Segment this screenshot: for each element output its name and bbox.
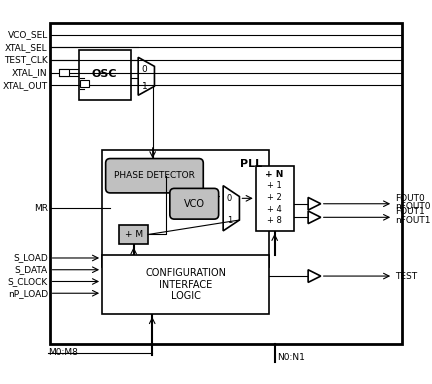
Text: 1: 1	[142, 82, 147, 91]
Text: + N: + N	[266, 170, 284, 179]
Text: + 1: + 1	[267, 181, 282, 190]
Text: + 8: + 8	[267, 217, 282, 225]
Bar	[80, 80, 89, 87]
Text: PLL: PLL	[240, 159, 262, 169]
Text: + 2: + 2	[267, 193, 282, 202]
Bar	[102, 255, 269, 314]
Text: VCO: VCO	[184, 199, 205, 209]
Text: N0:N1: N0:N1	[277, 353, 305, 362]
Text: XTAL_OUT: XTAL_OUT	[3, 81, 48, 90]
Text: FOUT0: FOUT0	[395, 194, 425, 203]
Text: XTAL_SEL: XTAL_SEL	[5, 43, 48, 52]
Text: XTAL_IN: XTAL_IN	[12, 68, 48, 77]
Bar	[256, 166, 294, 231]
Bar	[119, 225, 148, 245]
Text: OSC: OSC	[92, 70, 118, 79]
Text: + 4: + 4	[267, 205, 282, 214]
FancyBboxPatch shape	[106, 159, 203, 193]
Text: M0:M8: M0:M8	[48, 348, 78, 358]
Text: CONFIGURATION
INTERFACE
LOGIC: CONFIGURATION INTERFACE LOGIC	[145, 268, 226, 301]
Text: MR: MR	[34, 204, 48, 213]
Text: nP_LOAD: nP_LOAD	[8, 289, 48, 298]
Text: nFOUT0: nFOUT0	[395, 202, 430, 211]
Text: FOUT1: FOUT1	[395, 207, 425, 217]
Polygon shape	[308, 197, 321, 210]
Text: VCO_SEL: VCO_SEL	[7, 30, 48, 39]
FancyBboxPatch shape	[170, 189, 219, 219]
Text: nFOUT1: nFOUT1	[395, 215, 430, 225]
Text: 0: 0	[227, 194, 232, 203]
Polygon shape	[138, 57, 155, 95]
Bar	[102, 149, 269, 267]
Text: 0: 0	[142, 65, 147, 74]
Text: S_CLOCK: S_CLOCK	[7, 277, 48, 286]
Polygon shape	[308, 270, 321, 282]
Bar	[59, 69, 70, 76]
Polygon shape	[223, 186, 239, 231]
Text: S_DATA: S_DATA	[15, 265, 48, 274]
Text: 1: 1	[227, 215, 232, 225]
Text: S_LOAD: S_LOAD	[13, 253, 48, 263]
Text: PHASE DETECTOR: PHASE DETECTOR	[114, 171, 195, 180]
Text: TEST_CLK: TEST_CLK	[4, 56, 48, 65]
Text: + M: + M	[124, 230, 143, 239]
Text: TEST: TEST	[395, 271, 417, 281]
Bar	[79, 50, 131, 100]
Polygon shape	[308, 211, 321, 223]
